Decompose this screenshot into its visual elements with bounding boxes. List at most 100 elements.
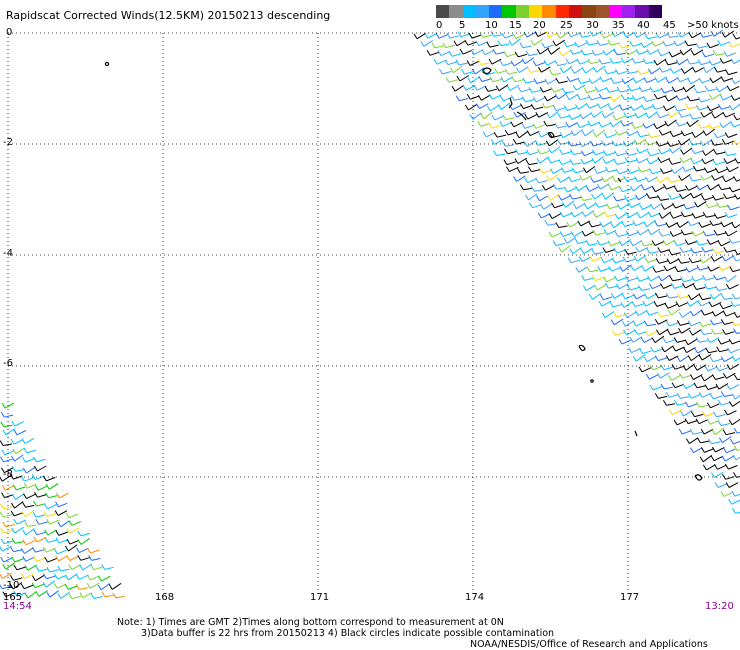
wind-barb [716,346,729,353]
wind-barb [604,166,618,173]
credit-line: NOAA/NESDIS/Office of Research and Appli… [470,639,708,650]
color-scale-swatch [595,5,609,18]
wind-barb [603,68,617,75]
wind-barb [633,255,647,262]
wind-barb [56,492,69,499]
scale-label: 0 [436,20,443,31]
wind-barb [519,103,533,110]
wind-barb [622,256,636,263]
wind-barb [626,168,640,174]
wind-barb [702,411,715,417]
wind-barb [707,438,721,445]
wind-barb [539,86,553,93]
wind-barb [668,51,682,58]
wind-barb [644,139,658,146]
wind-barb [678,372,692,379]
wind-barb [502,114,515,121]
color-scale-swatch [436,5,450,18]
wind-barb [44,529,57,536]
wind-barb [721,255,735,262]
wind-barb [721,139,735,145]
wind-barb [649,364,663,371]
wind-barb [673,399,687,406]
wind-barb [720,319,734,325]
wind-barb [625,211,639,218]
wind-barb [596,183,610,190]
wind-barb [599,294,613,301]
wind-barb [11,454,24,462]
wind-barb [716,202,729,208]
wind-barb [535,177,548,184]
wind-barb [629,104,643,112]
wind-barb [642,96,656,102]
wind-barb [532,60,546,67]
wind-barb [650,346,663,353]
lon-label-174: 174 [465,592,485,603]
island-outline [482,67,492,75]
wind-barb [713,464,727,470]
wind-barb [628,202,641,209]
wind-barb [42,580,56,588]
lon-label-165: 165 [3,592,23,603]
wind-barb [717,240,731,247]
wind-barb [580,195,593,201]
wind-barb [581,67,595,74]
wind-barb [691,148,704,155]
wind-barb [712,248,725,254]
wind-barb [724,212,738,218]
scale-label: 45 [663,20,676,31]
wind-barb [501,32,515,39]
wind-barb [638,366,652,373]
wind-barb [591,248,604,255]
wind-barb [731,320,740,327]
wind-barb [704,384,718,391]
wind-barb [620,120,633,127]
wind-barb [733,472,740,478]
wind-barb [698,294,712,301]
wind-barb [632,320,646,327]
wind-barb [508,104,522,111]
wind-barb [618,338,632,345]
wind-barb [690,49,704,56]
wind-barb [687,293,701,301]
wind-barb [729,266,740,273]
wind-barb [10,438,24,445]
wind-barb [701,51,715,58]
wind-barb [643,293,657,300]
wind-barb [631,123,644,129]
wind-barb [669,131,683,138]
wind-barb [691,276,704,282]
wind-barb [550,86,564,93]
wind-barb [678,310,692,318]
wind-barb [707,265,721,272]
wind-barb [673,105,687,112]
wind-barb [602,48,616,56]
wind-barb [729,438,740,445]
wind-barb [720,294,734,300]
wind-barb [490,31,503,37]
wind-barb [637,285,651,291]
wind-barb [706,239,720,245]
wind-barb [612,330,625,336]
wind-barb [466,94,480,100]
wind-barb [723,158,737,164]
wind-barb [524,177,537,184]
wind-barb [678,327,691,334]
wind-barb [702,230,715,237]
wind-barb [668,249,681,256]
wind-barb [725,166,739,173]
wind-barb [66,527,79,534]
wind-barb [510,59,524,67]
wind-barb [585,186,599,192]
wind-barb [526,149,539,156]
wind-barb [647,211,661,218]
wind-barb [601,111,614,119]
wind-barb [31,582,45,589]
wind-barb [673,240,687,247]
wind-barb [577,78,590,84]
wind-barb [497,102,511,110]
wind-barb [634,309,648,316]
wind-barb [576,122,589,129]
wind-barb [711,328,724,335]
wind-barb [717,420,731,427]
